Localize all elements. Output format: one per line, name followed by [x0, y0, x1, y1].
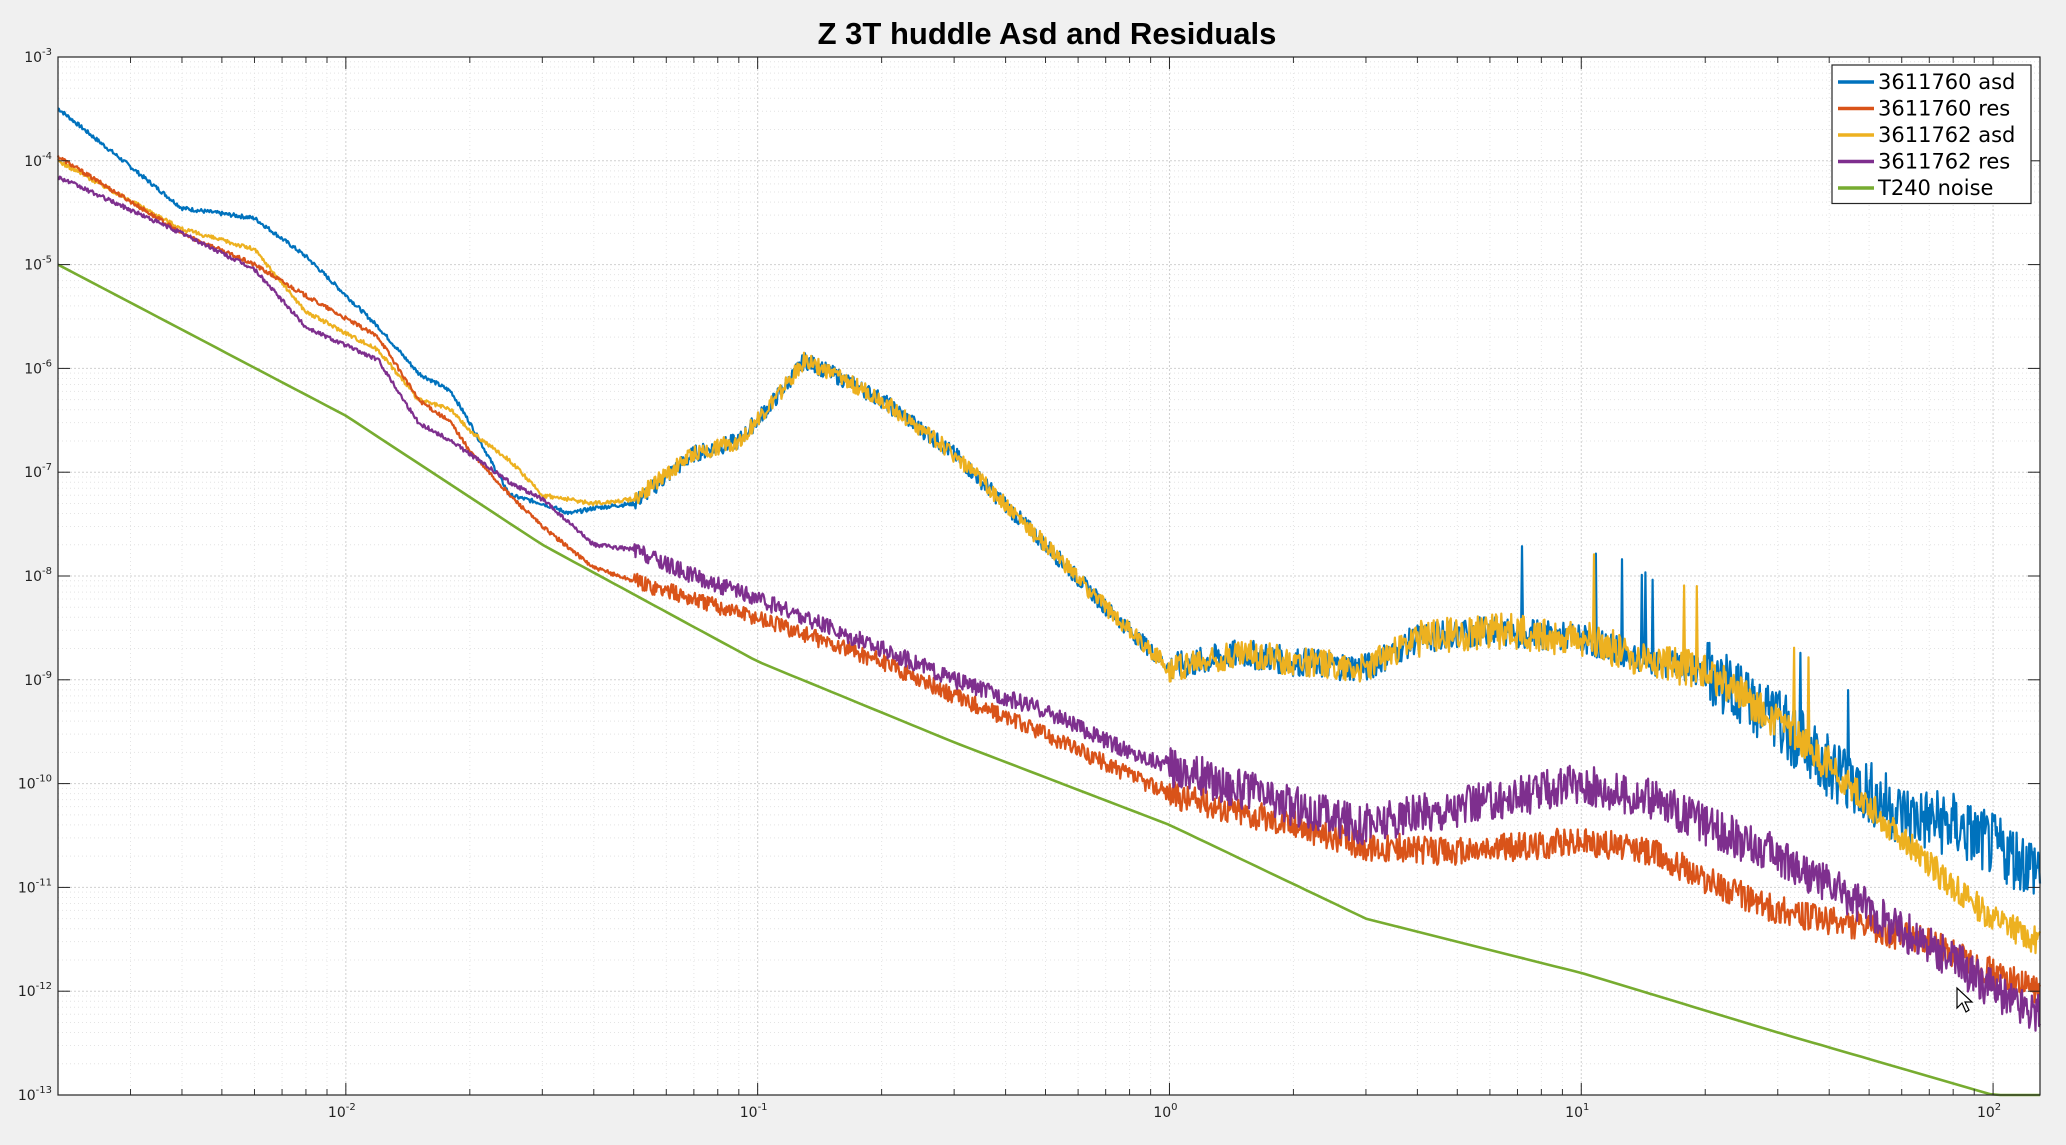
series-line-3 — [57, 175, 2042, 1032]
y-tick-label: 10-10 — [18, 774, 52, 793]
axes-box — [57, 56, 2041, 1096]
legend-label: 3611760 res — [1878, 97, 2010, 121]
series-line-4 — [57, 263, 2040, 1097]
chart-title: Z 3T huddle Asd and Residuals — [818, 16, 1277, 51]
legend-label: 3611760 asd — [1878, 70, 2015, 94]
x-axis-ticks: 10-2 10-1 100 101 102 — [328, 1102, 2001, 1121]
x-tick-label: 100 — [1153, 1102, 1177, 1121]
y-tick-label: 10-8 — [24, 566, 52, 585]
x-tick-label: 102 — [1977, 1102, 2001, 1121]
y-tick-label: 10-13 — [18, 1085, 52, 1104]
y-tick-label: 10-5 — [24, 255, 52, 274]
y-tick-label: 10-4 — [24, 151, 52, 170]
y-tick-label: 10-3 — [24, 47, 52, 66]
plot-area — [58, 57, 2040, 1095]
y-tick-label: 10-9 — [24, 670, 52, 689]
x-tick-label: 101 — [1565, 1102, 1589, 1121]
minor-grid — [58, 57, 2040, 1095]
legend-label: T240 noise — [1877, 176, 1993, 200]
y-tick-label: 10-11 — [18, 877, 52, 896]
mouse-cursor-icon — [1956, 986, 1974, 1013]
series-layer — [56, 107, 2042, 1097]
y-tick-label: 10-7 — [24, 462, 52, 481]
y-tick-label: 10-12 — [18, 981, 52, 1000]
series-line-1 — [56, 155, 2042, 1004]
axes-frame — [57, 56, 2041, 1096]
series-line-2 — [56, 158, 2042, 955]
x-tick-label: 10-2 — [328, 1102, 356, 1121]
y-axis-ticks: 10-13 10-12 10-11 10-10 10-9 10-8 10-7 10-6 10-5… — [18, 47, 52, 1104]
legend-label: 3611762 asd — [1878, 123, 2015, 147]
legend-label: 3611762 res — [1878, 150, 2010, 174]
x-tick-label: 10-1 — [740, 1102, 768, 1121]
y-tick-label: 10-6 — [24, 358, 52, 377]
